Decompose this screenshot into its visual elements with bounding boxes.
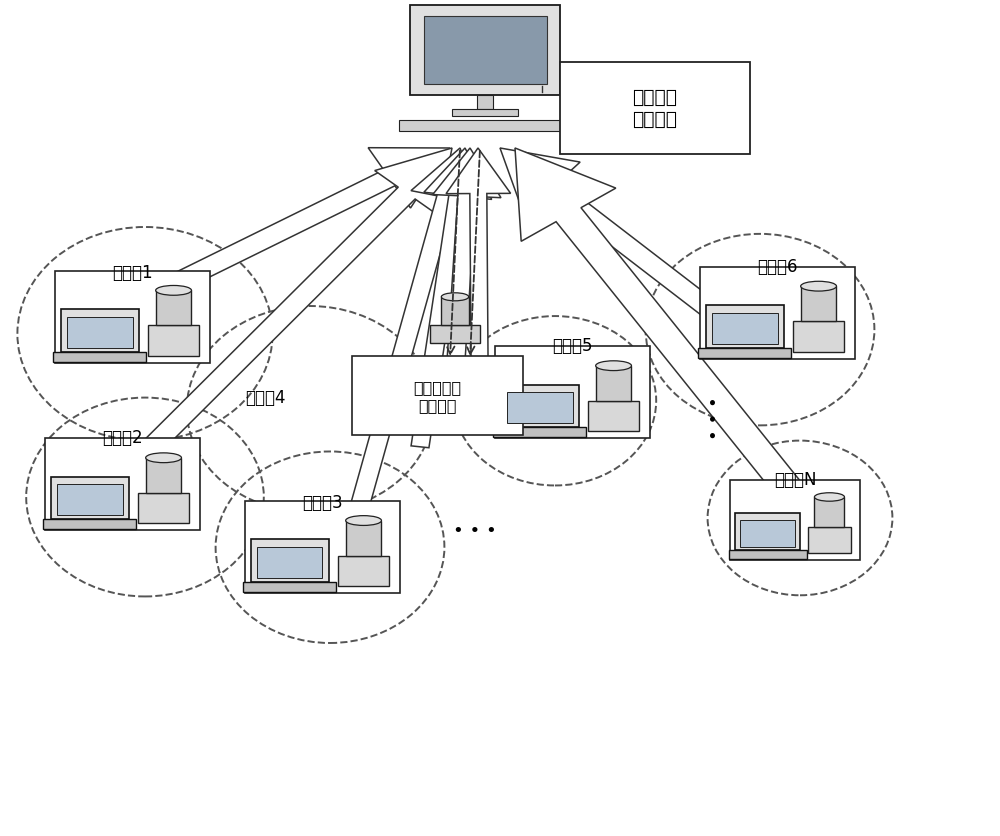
FancyBboxPatch shape <box>57 485 122 516</box>
FancyBboxPatch shape <box>808 528 851 553</box>
Text: 基准站4: 基准站4 <box>245 388 286 406</box>
Ellipse shape <box>156 286 191 296</box>
FancyBboxPatch shape <box>399 120 571 131</box>
Text: 基准站N: 基准站N <box>774 471 816 489</box>
Polygon shape <box>411 149 492 448</box>
FancyBboxPatch shape <box>45 439 200 531</box>
FancyBboxPatch shape <box>700 268 855 359</box>
FancyBboxPatch shape <box>735 513 800 551</box>
Polygon shape <box>500 149 727 324</box>
Text: 基准站6: 基准站6 <box>757 257 797 276</box>
Text: 用户端天空
偏振罗盘: 用户端天空 偏振罗盘 <box>413 380 462 412</box>
FancyBboxPatch shape <box>729 551 807 559</box>
FancyBboxPatch shape <box>51 477 129 520</box>
FancyBboxPatch shape <box>730 481 860 560</box>
FancyBboxPatch shape <box>245 502 400 594</box>
FancyBboxPatch shape <box>430 326 480 344</box>
FancyBboxPatch shape <box>740 520 795 547</box>
FancyBboxPatch shape <box>477 96 493 110</box>
FancyBboxPatch shape <box>138 493 189 523</box>
FancyBboxPatch shape <box>53 353 146 362</box>
Text: 基准站2: 基准站2 <box>102 429 142 447</box>
FancyBboxPatch shape <box>251 540 329 583</box>
Ellipse shape <box>441 293 469 302</box>
FancyBboxPatch shape <box>410 6 560 96</box>
FancyBboxPatch shape <box>243 583 336 592</box>
Ellipse shape <box>346 516 381 526</box>
FancyBboxPatch shape <box>257 548 322 579</box>
FancyBboxPatch shape <box>55 272 210 364</box>
FancyBboxPatch shape <box>424 17 546 85</box>
FancyBboxPatch shape <box>814 497 844 528</box>
FancyBboxPatch shape <box>507 393 572 424</box>
FancyBboxPatch shape <box>495 347 650 439</box>
Polygon shape <box>433 149 501 422</box>
FancyBboxPatch shape <box>712 314 778 344</box>
FancyBboxPatch shape <box>596 366 631 401</box>
FancyBboxPatch shape <box>588 401 639 431</box>
Polygon shape <box>127 149 452 470</box>
Text: • • •: • • • <box>453 522 497 540</box>
FancyBboxPatch shape <box>61 310 139 353</box>
FancyBboxPatch shape <box>493 428 586 437</box>
FancyBboxPatch shape <box>156 291 191 326</box>
Polygon shape <box>446 149 511 422</box>
FancyBboxPatch shape <box>801 287 836 322</box>
FancyBboxPatch shape <box>352 357 523 436</box>
FancyBboxPatch shape <box>501 385 579 428</box>
FancyBboxPatch shape <box>706 306 784 349</box>
FancyBboxPatch shape <box>346 521 381 556</box>
FancyBboxPatch shape <box>148 326 199 356</box>
Text: • • •: • • • <box>706 396 724 440</box>
Text: 天空偏振
数据中心: 天空偏振 数据中心 <box>632 89 677 129</box>
FancyBboxPatch shape <box>793 322 844 352</box>
FancyBboxPatch shape <box>560 63 750 155</box>
FancyBboxPatch shape <box>698 349 791 358</box>
Polygon shape <box>351 149 481 507</box>
Ellipse shape <box>596 361 631 371</box>
Text: 基准站5: 基准站5 <box>552 337 592 355</box>
Text: 基准站3: 基准站3 <box>302 493 342 512</box>
FancyBboxPatch shape <box>146 458 181 493</box>
Text: 基准站1: 基准站1 <box>112 263 152 282</box>
Ellipse shape <box>814 493 844 502</box>
Polygon shape <box>109 149 450 321</box>
FancyBboxPatch shape <box>67 318 132 349</box>
FancyBboxPatch shape <box>441 298 469 326</box>
FancyBboxPatch shape <box>338 556 389 586</box>
FancyBboxPatch shape <box>43 520 136 529</box>
Polygon shape <box>515 149 807 504</box>
FancyBboxPatch shape <box>452 110 518 117</box>
Ellipse shape <box>146 453 181 463</box>
Ellipse shape <box>801 282 836 292</box>
